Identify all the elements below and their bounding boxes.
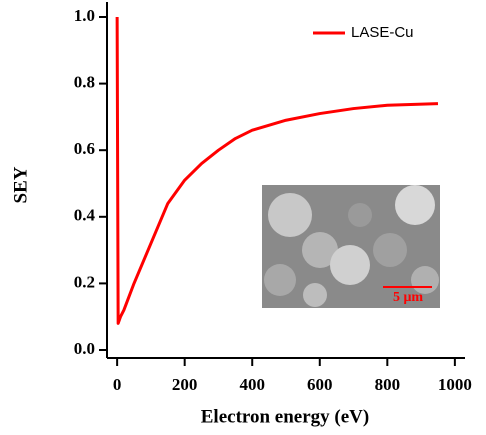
x-tick-label: 600 (307, 375, 333, 394)
x-tick-label: 400 (239, 375, 265, 394)
y-tick-label: 0.6 (74, 139, 95, 158)
inset-label: 5 μm (393, 290, 423, 305)
x-tick-label: 200 (172, 375, 198, 394)
y-tick-label: 0.8 (74, 72, 95, 91)
y-tick-label: 0.0 (74, 339, 95, 358)
y-axis-title: SEY (10, 166, 31, 203)
y-tick-label: 0.2 (74, 272, 95, 291)
x-axis-title: Electron energy (eV) (201, 406, 369, 427)
chart: 5 μm Electron energy (eV) SEY 0.0 0.2 0.4 0… (0, 0, 486, 435)
x-tick-label: 1000 (438, 375, 472, 394)
inset-image: 5 μm (262, 185, 440, 308)
x-tick-label: 800 (375, 375, 401, 394)
y-tick-label: 1.0 (74, 6, 95, 25)
legend-label: LASE-Cu (351, 24, 414, 41)
y-tick-label: 0.4 (74, 206, 96, 225)
x-tick-label: 0 (113, 375, 122, 394)
